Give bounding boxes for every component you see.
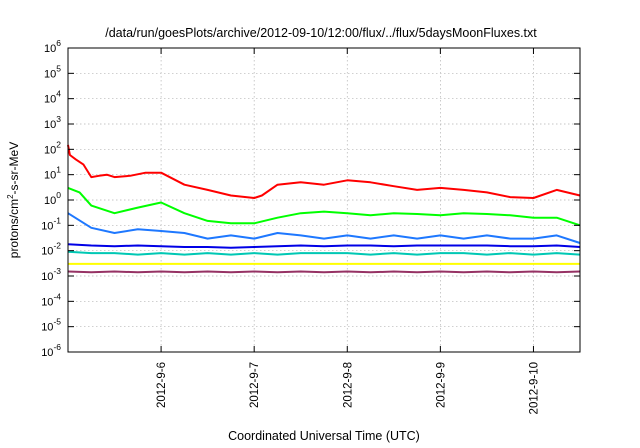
x-tick-label: 2012-9-6 — [156, 362, 168, 408]
series-line-2 — [67, 186, 581, 227]
y-axis-label-prefix: protons/cm — [7, 199, 21, 258]
series-line-1 — [67, 144, 581, 199]
y-tick-label: 104 — [44, 89, 61, 106]
series-line-3 — [67, 212, 581, 244]
y-tick-label: 105 — [44, 63, 61, 80]
y-tick-label: 101 — [44, 165, 61, 182]
y-tick-label: 10-2 — [41, 241, 61, 258]
y-tick-label: 10-5 — [41, 317, 61, 334]
y-tick-label: 10-1 — [41, 215, 61, 232]
series-layer — [67, 144, 581, 274]
x-tick-label: 2012-9-7 — [249, 362, 261, 408]
series-line-7 — [67, 270, 581, 274]
x-tick-label: 2012-9-8 — [342, 362, 354, 408]
y-tick-label: 102 — [44, 139, 61, 156]
y-tick-label: 10-6 — [41, 342, 61, 359]
y-tick-label: 100 — [44, 190, 61, 207]
x-axis: 2012-9-6 2012-9-7 2012-9-8 2012-9-9 2012-9-1… — [156, 48, 540, 414]
y-tick-label: 10-3 — [41, 266, 61, 283]
x-tick-label: 2012-9-10 — [528, 362, 540, 414]
y-tick-label: 103 — [44, 114, 61, 131]
y-axis-label-suffix: -s-sr-MeV — [7, 142, 21, 195]
grid — [68, 48, 580, 352]
y-tick-label: 10-4 — [41, 291, 61, 308]
series-line-5 — [67, 250, 581, 256]
y-axis-label-sup: 2 — [6, 194, 15, 199]
chart-title: /data/run/goesPlots/archive/2012-09-10/1… — [105, 26, 537, 40]
y-tick-label: 106 — [44, 38, 61, 55]
x-axis-label: Coordinated Universal Time (UTC) — [228, 429, 420, 443]
y-axis-label: protons/cm2-s-sr-MeV — [6, 142, 21, 258]
y-axis: 106 105 104 103 102 101 100 10-1 10-2 10-3 10-4 10-… — [41, 38, 580, 359]
series-line-4 — [67, 243, 581, 249]
x-tick-label: 2012-9-9 — [435, 362, 447, 408]
